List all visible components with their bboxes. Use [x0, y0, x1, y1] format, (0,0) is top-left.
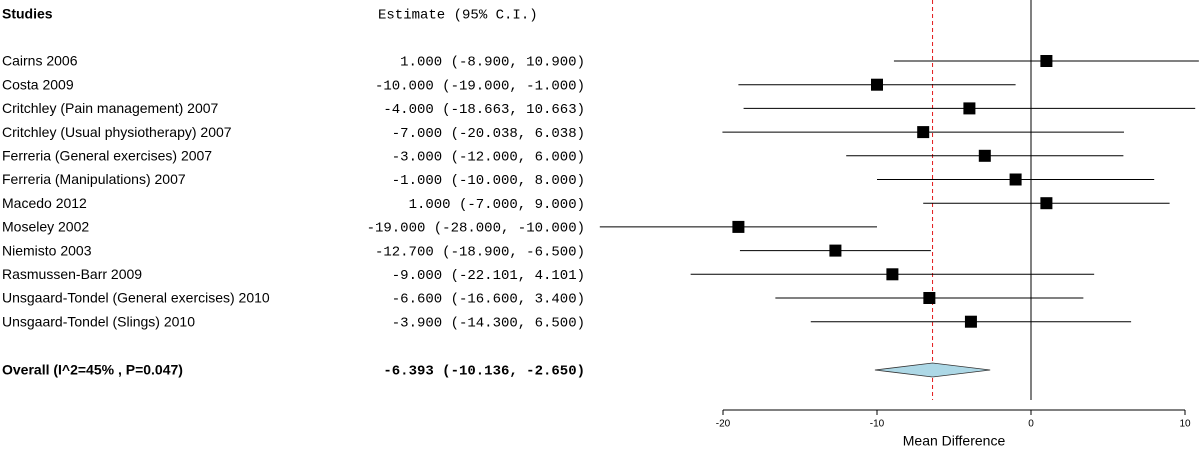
study-estimate: -3.000 (-12.000, 6.000) [392, 150, 585, 166]
study-label: Costa 2009 [2, 76, 74, 92]
study-label: Critchley (Usual physiotherapy) 2007 [2, 124, 232, 140]
estimate-header: Estimate (95% C.I.) [378, 8, 538, 24]
study-estimate: -6.600 (-16.600, 3.400) [392, 292, 585, 308]
study-estimate: -7.000 (-20.038, 6.038) [392, 126, 585, 142]
study-estimate: -4.000 (-18.663, 10.663) [383, 102, 585, 118]
study-label: Ferreria (Manipulations) 2007 [2, 171, 186, 187]
study-estimate: -12.700 (-18.900, -6.500) [375, 244, 585, 260]
study-estimate: -19.000 (-28.000, -10.000) [367, 221, 585, 237]
study-label: Ferreria (General exercises) 2007 [2, 148, 212, 164]
estimate-box [871, 78, 883, 91]
study-estimate: -3.900 (-14.300, 6.500) [392, 315, 585, 331]
estimate-box [1009, 173, 1022, 186]
estimate-box [978, 149, 991, 162]
estimate-box [923, 292, 936, 304]
estimate-box [732, 220, 745, 233]
estimate-box [1040, 55, 1053, 67]
estimate-box [917, 126, 930, 139]
estimate-box [829, 244, 842, 257]
x-tick-label: -20 [716, 419, 731, 430]
estimate-box [963, 102, 976, 115]
studies-header: Studies [2, 6, 53, 22]
overall-estimate: -6.393 (-10.136, -2.650) [383, 364, 585, 380]
study-label: Macedo 2012 [2, 195, 87, 211]
study-label: Unsgaard-Tondel (Slings) 2010 [2, 313, 195, 329]
x-tick-label: 0 [1028, 419, 1034, 430]
study-estimate: 1.000 (-7.000, 9.000) [409, 197, 585, 213]
estimate-box [1040, 197, 1053, 210]
study-estimate: -9.000 (-22.101, 4.101) [392, 268, 585, 284]
study-estimate: 1.000 (-8.900, 10.900) [400, 55, 585, 71]
study-label: Rasmussen-Barr 2009 [2, 266, 142, 282]
overall-label: Overall (I^2=45% , P=0.047) [2, 362, 183, 378]
x-tick-label: 10 [1179, 419, 1191, 430]
study-label: Moseley 2002 [2, 219, 89, 235]
estimate-box [886, 268, 899, 281]
study-label: Cairns 2006 [2, 53, 78, 69]
study-label: Unsgaard-Tondel (General exercises) 2010 [2, 290, 270, 306]
estimate-box [964, 315, 977, 328]
study-estimate: -10.000 (-19.000, -1.000) [375, 78, 585, 94]
study-label: Critchley (Pain management) 2007 [2, 100, 219, 116]
x-axis-label: Mean Difference [903, 433, 1006, 449]
study-label: Niemisto 2003 [2, 242, 92, 258]
overall-diamond [874, 362, 991, 378]
x-tick-label: -10 [870, 419, 885, 430]
study-estimate: -1.000 (-10.000, 8.000) [392, 173, 585, 189]
